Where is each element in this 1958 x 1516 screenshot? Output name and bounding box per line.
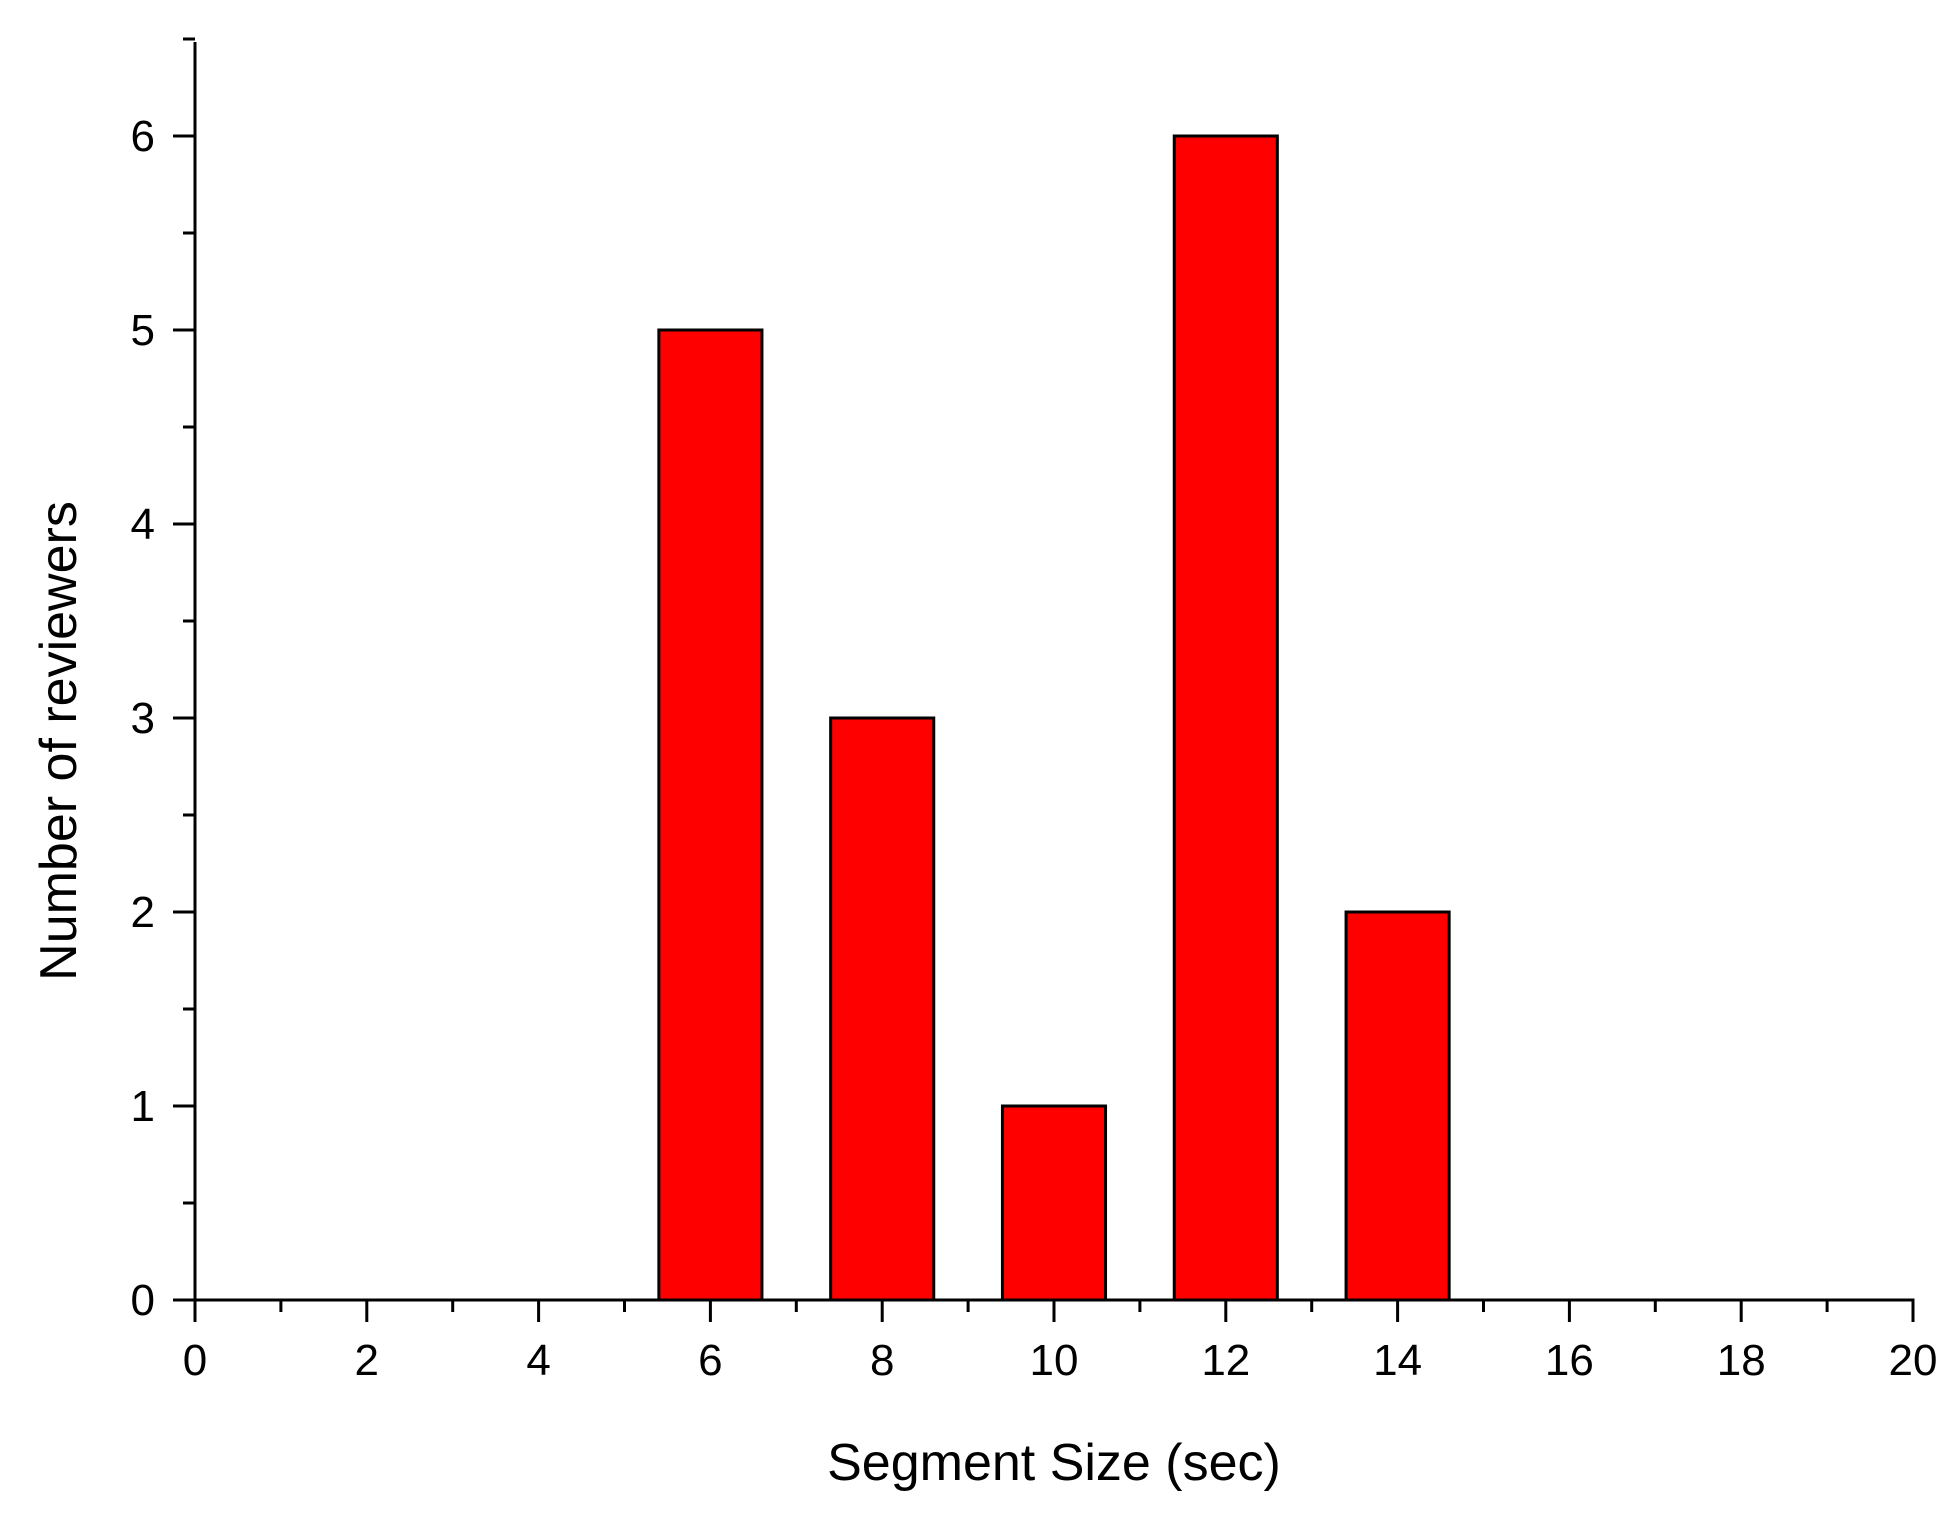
bar-14 [1344, 910, 1451, 1302]
y-tick-label: 3 [131, 694, 155, 743]
y-tick-label: 5 [131, 306, 155, 355]
x-tick-label: 20 [1889, 1336, 1938, 1385]
bars-group [657, 134, 1451, 1302]
x-tick-label: 14 [1373, 1336, 1422, 1385]
y-tick-label: 1 [131, 1082, 155, 1131]
x-tick-label: 6 [698, 1336, 722, 1385]
x-tick-label: 2 [355, 1336, 379, 1385]
x-tick-label: 12 [1201, 1336, 1250, 1385]
y-axis-title: Number of reviewers [30, 501, 88, 981]
x-axis-title: Segment Size (sec) [827, 1434, 1281, 1492]
x-axis-ticks: 0 2 4 6 8 10 12 14 16 18 20 [183, 1300, 1938, 1385]
y-tick-label: 6 [131, 112, 155, 161]
x-tick-label: 16 [1545, 1336, 1594, 1385]
y-tick-label: 0 [131, 1276, 155, 1325]
x-tick-label: 10 [1030, 1336, 1079, 1385]
bar-6 [657, 328, 764, 1302]
x-tick-label: 0 [183, 1336, 207, 1385]
y-axis-ticks: 0 1 2 3 4 5 6 [131, 37, 195, 1325]
axes-frame [193, 42, 1915, 1322]
x-tick-label: 4 [526, 1336, 550, 1385]
y-tick-label: 2 [131, 888, 155, 937]
bar-8 [829, 716, 936, 1302]
x-tick-label: 8 [870, 1336, 894, 1385]
y-tick-label: 4 [131, 500, 155, 549]
x-tick-label: 18 [1717, 1336, 1766, 1385]
bar-12 [1172, 134, 1279, 1302]
bar-10 [1000, 1104, 1108, 1302]
